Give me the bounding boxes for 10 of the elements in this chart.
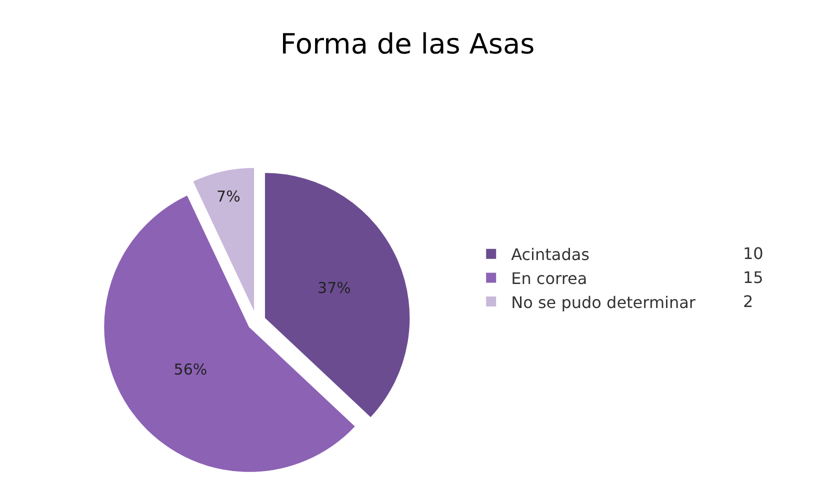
text: 2	[743, 292, 754, 311]
legend-label: Acintadas	[511, 245, 590, 264]
legend-label: En correa	[511, 268, 588, 288]
chart-title: Forma de las Asas	[280, 28, 535, 61]
text: 10	[743, 244, 764, 263]
data-label: 37%	[318, 278, 351, 297]
data-label: 56%	[174, 360, 208, 379]
text: 15	[743, 268, 764, 287]
data-label: 7%	[216, 187, 240, 206]
legend-label: No se pudo determinar	[511, 292, 696, 312]
